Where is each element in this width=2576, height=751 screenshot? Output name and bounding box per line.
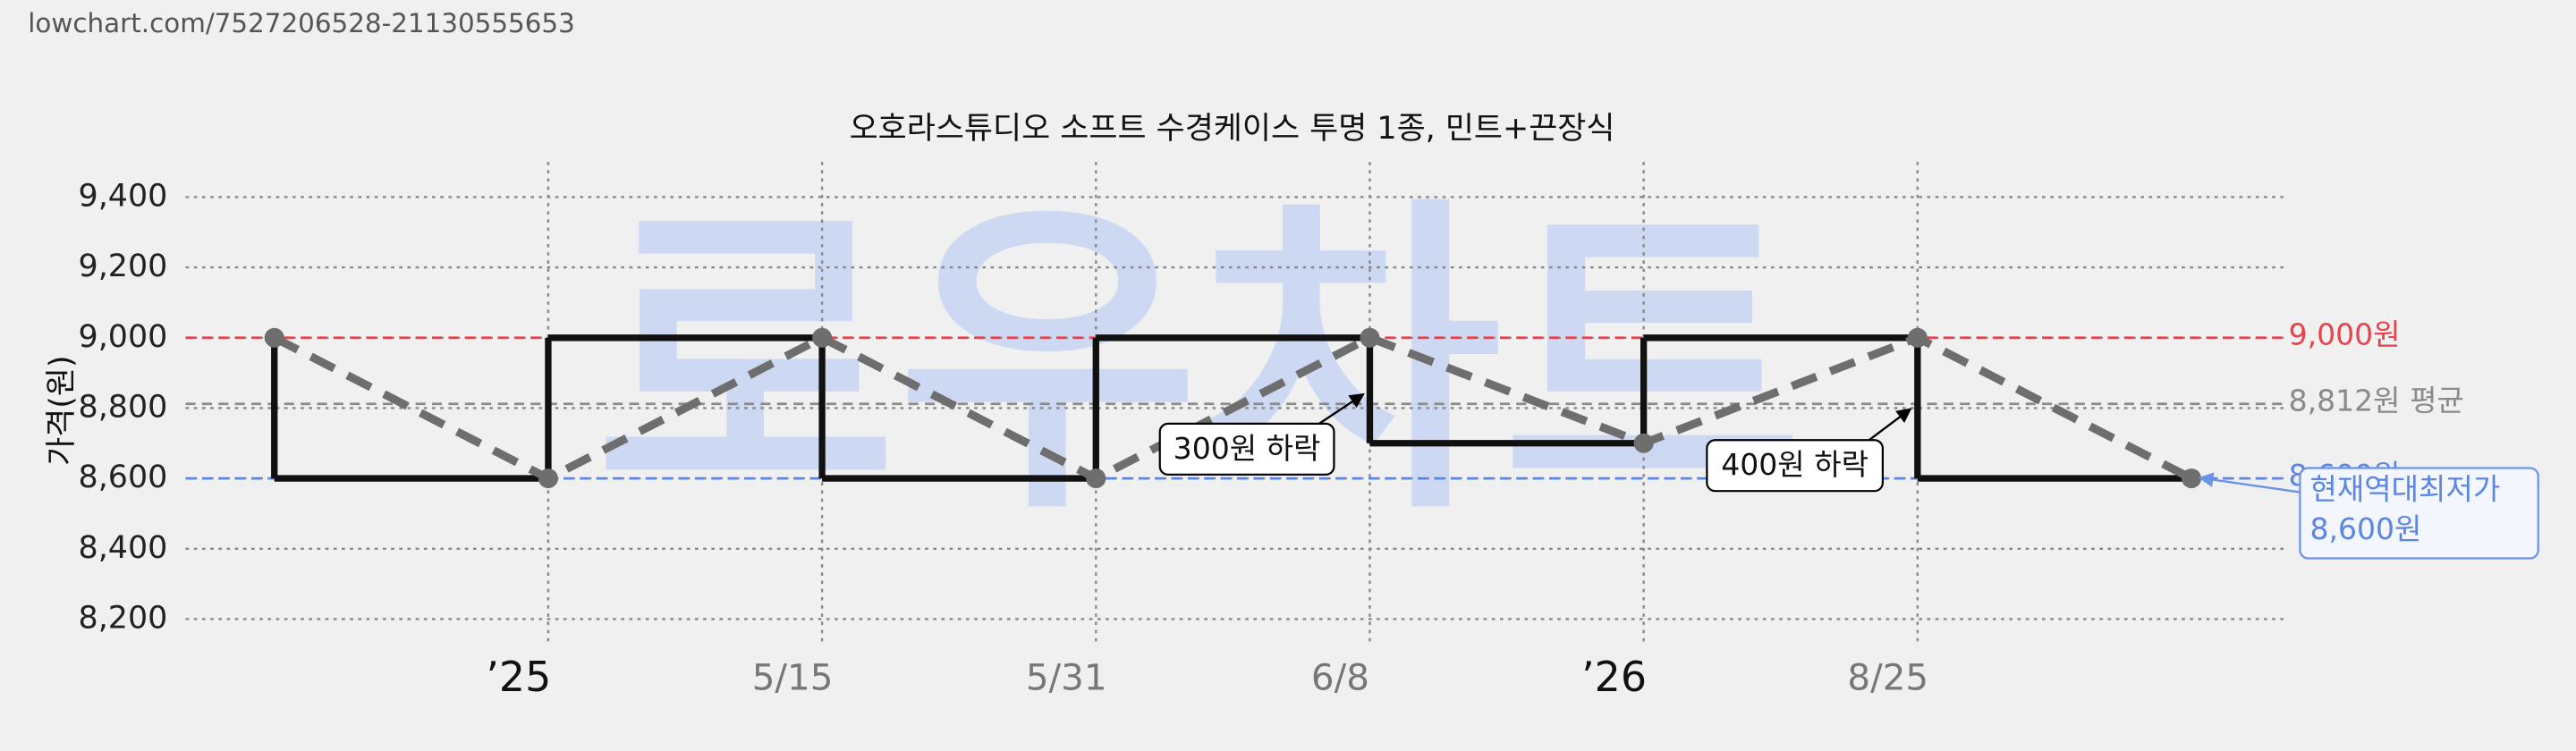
annotation-text: 300원 하락 bbox=[1174, 431, 1321, 466]
y-tick-label: 8,400 bbox=[79, 530, 168, 566]
annotation-box bbox=[1706, 439, 1884, 493]
price-line bbox=[272, 333, 2194, 484]
y-tick-label: 8,200 bbox=[79, 600, 168, 636]
y-tick-label: 9,200 bbox=[79, 249, 168, 284]
chart-title: 오호라스튜디오 소프트 수경케이스 투명 1종, 민트+끈장식 bbox=[850, 111, 1615, 147]
y-tick-label: 9,000 bbox=[79, 319, 168, 355]
price-point bbox=[264, 327, 284, 348]
current-low-label: 8,600원 bbox=[2309, 511, 2421, 546]
annotation-box bbox=[1158, 422, 1335, 476]
x-tick-label: 6/8 bbox=[1311, 655, 1369, 698]
annotation-text: 400원 하락 bbox=[1721, 447, 1868, 482]
price-point bbox=[1360, 327, 1380, 348]
price-point bbox=[1633, 433, 1654, 453]
price-point bbox=[2182, 468, 2202, 489]
price-point bbox=[538, 468, 558, 489]
current-low-box bbox=[2299, 467, 2539, 560]
x-tick-label: ’26 bbox=[1581, 653, 1647, 701]
x-tick-label: ’25 bbox=[486, 653, 551, 701]
current-low-title: 현재역대최저가 bbox=[2309, 472, 2500, 507]
reference-label: 9,000원 bbox=[2289, 316, 2401, 351]
reference-label: 8,812원 평균 bbox=[2289, 383, 2464, 418]
current-low-arrow bbox=[2198, 472, 2304, 494]
x-tick-label: 5/31 bbox=[1026, 655, 1107, 698]
x-tick-label: 8/25 bbox=[1847, 655, 1928, 698]
x-tick-label: 5/15 bbox=[752, 655, 834, 698]
price-point bbox=[812, 327, 833, 348]
y-axis-label: 가격(원) bbox=[44, 355, 80, 465]
y-tick-label: 8,600 bbox=[79, 460, 168, 495]
url: lowchart.com/7527206528-21130555653 bbox=[28, 8, 575, 38]
y-tick-label: 8,800 bbox=[79, 389, 168, 425]
annotation-arrow bbox=[1313, 392, 1365, 428]
annotation-arrow bbox=[1863, 408, 1912, 444]
watermark: 로우차트 bbox=[595, 171, 1804, 553]
price-point bbox=[1086, 468, 1106, 489]
price-point bbox=[1907, 327, 1928, 348]
y-tick-label: 9,400 bbox=[79, 178, 168, 214]
